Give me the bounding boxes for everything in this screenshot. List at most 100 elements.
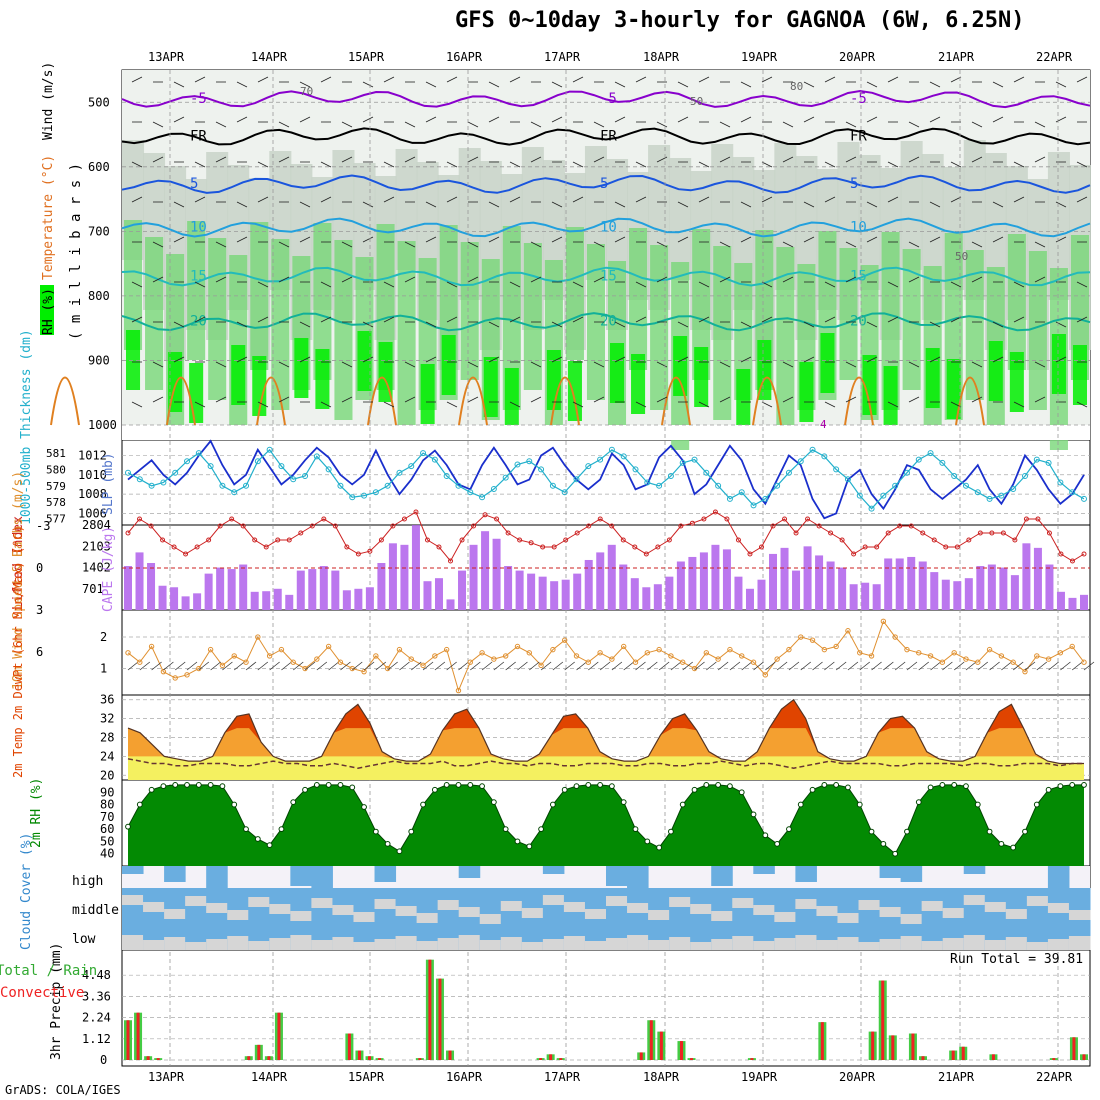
wind-barb-10m — [682, 661, 693, 671]
thickness-tick-label: 579 — [46, 480, 66, 493]
wind-barb-10m — [517, 661, 528, 671]
precip-tick-label: 0 — [100, 1053, 107, 1067]
wind-barb — [677, 356, 689, 363]
thickness-point — [632, 466, 639, 473]
cape-bar — [1033, 547, 1042, 610]
precip-conv-bar — [539, 1058, 543, 1060]
lifted-point — [551, 544, 557, 550]
lifted-point — [252, 537, 258, 543]
wind-barb — [488, 321, 500, 328]
wind-barb — [614, 236, 626, 243]
rh-point — [1081, 782, 1087, 788]
thickness-point — [207, 463, 214, 470]
cloud-low-gap — [1047, 939, 1070, 950]
top-date-tick: 16APR — [446, 50, 483, 64]
thickness-point — [750, 502, 757, 509]
rh-band-mid — [692, 229, 711, 380]
rh-point — [963, 783, 969, 790]
wind-barb — [908, 241, 920, 248]
rh-point — [372, 828, 379, 835]
thickness-point — [821, 453, 828, 460]
cloud-gap — [143, 902, 165, 912]
wind-barb — [236, 321, 248, 328]
wind-barb — [866, 81, 878, 88]
cape-bar — [158, 585, 167, 610]
wind-barb — [341, 396, 353, 403]
lifted-point — [390, 523, 396, 529]
wind-barb-10m — [670, 661, 682, 671]
wind-barb — [320, 281, 332, 288]
rh-band-mid — [713, 246, 732, 420]
rh-tick-label: 70 — [100, 810, 114, 824]
cloud-middle-low — [458, 888, 481, 950]
cape-bar — [757, 579, 766, 610]
cape-bar — [227, 569, 236, 610]
wind-barb — [551, 321, 563, 328]
wind-barb-10m — [635, 661, 646, 671]
wind-barb-10m — [859, 661, 871, 671]
thickness-point — [608, 446, 615, 453]
wind-barb — [782, 241, 794, 248]
isotherm-label: FR — [190, 128, 207, 144]
cape-bar — [642, 587, 651, 610]
wind-barb — [236, 356, 248, 363]
wind-barb — [509, 76, 521, 83]
wind-barb — [488, 236, 500, 243]
cloud-gap — [416, 913, 439, 923]
rh-band-mid — [902, 249, 921, 390]
precip-conv-bar — [891, 1035, 895, 1060]
wind-barb — [761, 401, 773, 408]
rh-contour-label: 70 — [300, 85, 313, 98]
rh-band-high — [441, 335, 456, 395]
precip-conv-bar — [921, 1056, 925, 1060]
rh-point — [148, 786, 155, 793]
cloud-middle-low — [879, 888, 902, 950]
rh-point — [184, 782, 190, 788]
wind-speed-point — [502, 653, 509, 659]
lifted-point — [286, 537, 292, 543]
rh-point — [549, 801, 556, 808]
wind-barb-10m — [694, 661, 705, 671]
wind-barb — [1013, 281, 1025, 288]
wind-speed-point — [798, 634, 804, 640]
wind-barb — [236, 201, 248, 208]
cloud-low-gap — [458, 935, 481, 950]
cloud-low-gap — [311, 940, 333, 950]
wind-barb — [1013, 316, 1025, 323]
isotherm-label: -5 — [850, 91, 867, 107]
wind-barb-10m — [198, 661, 210, 671]
lifted-point — [505, 530, 511, 536]
bottom-date-tick: 22APR — [1036, 1070, 1073, 1084]
wind-barb — [215, 276, 227, 283]
cloud-gap — [500, 901, 523, 911]
wind-barb — [992, 81, 1004, 88]
rh-band-high — [126, 330, 141, 390]
wind-speed-point — [207, 646, 214, 653]
thickness-point — [349, 494, 356, 501]
cloud-high — [542, 866, 565, 874]
wind-barb — [845, 396, 857, 403]
cloud-low-gap — [248, 941, 270, 950]
thickness-point — [337, 482, 344, 489]
rh-point — [821, 782, 828, 788]
wind-barb — [383, 281, 395, 288]
rh-band-mid — [565, 227, 584, 360]
rh-point — [420, 801, 426, 808]
wind-barb — [761, 281, 773, 288]
wind-barb — [467, 121, 479, 128]
cloud-gap — [206, 903, 228, 913]
wind-barb — [866, 236, 878, 243]
wind-barb — [320, 76, 332, 83]
wind-barb — [908, 276, 920, 283]
precip-conv-bar — [438, 978, 442, 1060]
wind-barb-10m — [658, 661, 670, 671]
isotherm-label: FR — [850, 128, 867, 144]
cloud-gap — [942, 908, 965, 918]
bottom-date-tick: 14APR — [251, 1070, 288, 1084]
lifted-point — [735, 537, 741, 543]
isotherm-label: 10 — [190, 219, 207, 235]
rh-point — [656, 844, 663, 851]
rh-point — [727, 783, 733, 790]
lifted-tick-label: -3 — [36, 519, 50, 533]
rh-point — [939, 782, 946, 788]
